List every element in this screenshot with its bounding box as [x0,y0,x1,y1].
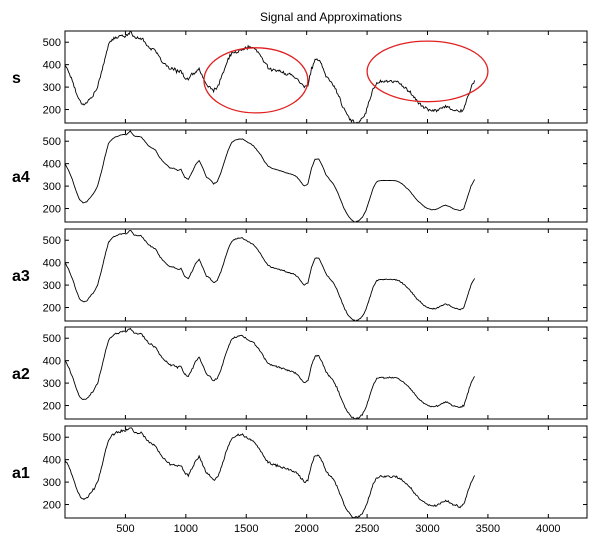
axes-frame [64,129,588,223]
y-tick-label: 500 [43,333,61,345]
panels: s 200 300 400 500 a4 200 300 400 500 a3 200 300 400 50… [12,30,588,535]
x-tick-label: 3000 [415,523,439,535]
series-line-s [65,31,476,123]
annotation-ellipse [203,47,309,114]
y-tick-label: 200 [43,303,61,315]
y-tick-label: 500 [43,235,61,247]
panel-label: a2 [12,366,30,383]
x-tick-label: 3500 [476,523,500,535]
x-tick-label: 4000 [536,523,560,535]
axes-frame [64,425,588,519]
y-tick-label: 300 [43,181,61,193]
y-tick-label: 400 [43,258,61,270]
y-tick-label: 400 [43,356,61,368]
axes-frame [64,30,588,124]
y-tick-label: 400 [43,455,61,467]
annotation-ellipse [366,40,489,103]
y-tick-label: 300 [43,378,61,390]
x-tick-label: 2500 [355,523,379,535]
y-tick-label: 300 [43,280,61,292]
panel-label: a1 [12,465,30,482]
x-tick-label: 1000 [174,523,198,535]
y-tick-label: 400 [43,159,61,171]
panel-a1: a1 200 300 400 500 500 1000 1500 2000 2500 3000 350… [12,425,588,535]
x-tick-label: 1500 [234,523,258,535]
chart-title: Signal and Approximations [260,10,402,24]
x-tick-label: 500 [116,523,134,535]
y-tick-label: 400 [43,60,61,72]
series-line-a3 [65,230,475,321]
axes-frame [64,228,588,322]
series-line-a1 [65,427,476,518]
panel-a3: a3 200 300 400 500 [12,228,588,322]
panel-label: a3 [12,268,30,285]
panel-a2: a2 200 300 400 500 [12,326,588,420]
series-line-a4 [65,130,476,222]
axes-frame [64,326,588,420]
panel-label: a4 [12,169,30,186]
y-tick-label: 300 [43,82,61,94]
y-tick-label: 200 [43,105,61,117]
y-tick-label: 500 [43,37,61,49]
panel-a4: a4 200 300 400 500 [12,129,588,223]
y-tick-label: 500 [43,432,61,444]
panel-s: s 200 300 400 500 [12,30,588,124]
y-tick-label: 200 [43,500,61,512]
y-tick-label: 200 [43,204,61,216]
panel-label: s [12,70,21,87]
x-tick-label: 2000 [294,523,318,535]
series-line-a2 [65,327,475,419]
y-tick-label: 500 [43,136,61,148]
y-tick-label: 200 [43,401,61,413]
y-tick-label: 300 [43,477,61,489]
